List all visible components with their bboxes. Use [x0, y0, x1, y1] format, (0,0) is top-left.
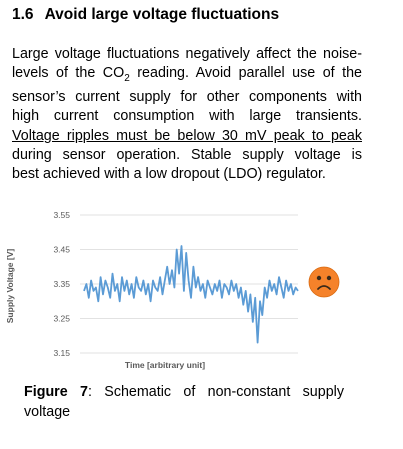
figure-caption: Figure 7: Schematic of non-constant supp… [24, 383, 344, 422]
sad-face-icon [308, 266, 340, 298]
y-tick-label: 3.55 [53, 210, 70, 220]
y-tick-label: 3.25 [53, 314, 70, 324]
y-tick-label: 3.35 [53, 279, 70, 289]
section-number: 1.6 [12, 6, 34, 23]
body-paragraph: Large voltage fluctuations negatively af… [12, 45, 362, 184]
caption-text: : Schematic of non-constant supply [87, 384, 344, 400]
voltage-chart: 3.553.453.353.253.15 Supply Voltage [V] … [5, 210, 340, 370]
x-axis-label: Time [arbitrary unit] [125, 360, 205, 370]
y-axis-label: Supply Voltage [V] [5, 249, 15, 324]
paragraph-line: high current consumption with large tran… [12, 108, 362, 125]
caption-line: Figure 7: Schematic of non-constant supp… [24, 383, 344, 403]
paragraph-text: reading. Avoid parallel use of the [129, 65, 362, 82]
y-tick-label: 3.15 [53, 348, 70, 358]
paragraph-line: levels of the CO2 reading. Avoid paralle… [12, 64, 362, 88]
chart-grid [80, 214, 298, 354]
paragraph-line: during sensor operation. Stable supply v… [12, 146, 362, 163]
y-tick-labels: 3.55 3.45 3.35 3.25 3.15 [53, 210, 70, 358]
paragraph-text: levels of the CO [12, 65, 125, 82]
paragraph-line: Large voltage fluctuations negatively af… [12, 46, 362, 62]
paragraph-line: sensor’s current supply for other compon… [12, 89, 362, 106]
subscript-2: 2 [124, 73, 130, 85]
caption-line: voltage [24, 403, 71, 420]
y-tick-label: 3.45 [53, 245, 70, 255]
figure-label: Figure 7 [24, 384, 88, 400]
section-title: Avoid large voltage fluctuations [44, 6, 280, 23]
series-line [83, 245, 299, 344]
section-heading: 1.6 Avoid large voltage fluctuations [12, 6, 279, 24]
paragraph-line: best achieved with a low dropout (LDO) r… [12, 166, 326, 183]
paragraph-line-underlined: Voltage ripples must be below 30 mV peak… [12, 127, 362, 144]
